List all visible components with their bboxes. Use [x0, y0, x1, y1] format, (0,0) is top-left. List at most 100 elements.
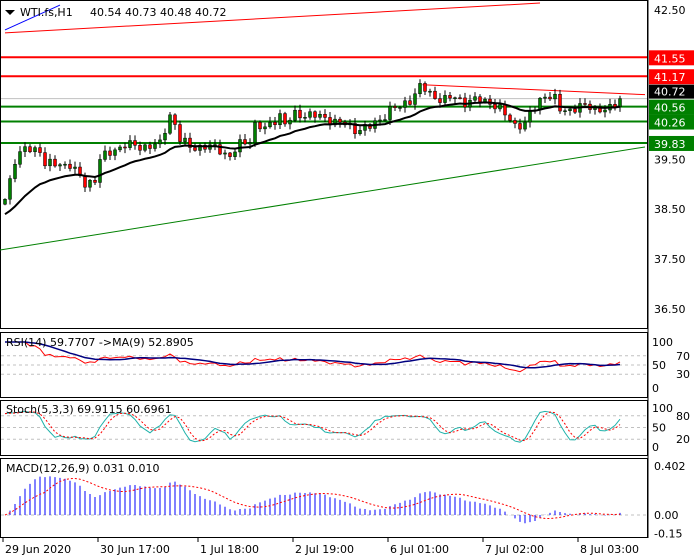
- candle-body: [103, 150, 107, 160]
- candle-body: [238, 139, 242, 153]
- candle-body: [268, 122, 272, 128]
- candle-body: [563, 110, 567, 112]
- time-tick-label: 7 Jul 02:00: [485, 543, 544, 556]
- candle-body: [28, 146, 32, 153]
- price-tick-label: 37.50: [654, 253, 686, 266]
- candle-body: [73, 166, 77, 169]
- upper-trendline: [4, 2, 541, 34]
- candle-body: [58, 164, 62, 167]
- candle-body: [418, 83, 422, 95]
- candle-body: [138, 145, 142, 151]
- candle-body: [278, 113, 282, 126]
- level-price-label: 41.17: [654, 71, 686, 84]
- candle-body: [38, 147, 42, 153]
- macd-panel-frame: [0, 458, 648, 538]
- bid-price-box: [649, 84, 694, 99]
- candle-body: [263, 126, 267, 130]
- rsi-panel[interactable]: RSI(14) 59.7707 ->MA(9) 52.8905: [0, 332, 648, 398]
- candle-body: [333, 118, 337, 126]
- rsi-panel-frame: [0, 332, 648, 398]
- level-price-box: [649, 69, 694, 85]
- candle-body: [353, 123, 357, 135]
- time-tick-label: 6 Jul 01:00: [390, 543, 449, 556]
- candle-body: [178, 124, 182, 142]
- candle-body: [518, 123, 522, 130]
- candle-body: [233, 151, 237, 157]
- candle-body: [303, 117, 307, 119]
- candle-body: [313, 111, 317, 118]
- candle-body: [288, 119, 292, 125]
- price-tick-label: 38.50: [654, 203, 686, 216]
- rsi-tick-label: 30: [676, 368, 690, 381]
- candle-body: [218, 144, 222, 155]
- candle-body: [463, 97, 467, 108]
- candle-body: [148, 144, 152, 149]
- stoch-tick-label: 0: [652, 441, 659, 454]
- candle-body: [123, 146, 127, 149]
- candle-body: [223, 152, 227, 155]
- candle-body: [108, 150, 112, 156]
- candle-body: [448, 95, 452, 99]
- rsi-tick-label: 50: [652, 359, 666, 372]
- triangle-down-icon[interactable]: [5, 10, 15, 15]
- candle-body: [323, 113, 327, 118]
- rsi-tick-label: 70: [676, 350, 690, 363]
- candle-body: [193, 147, 197, 151]
- stochastic-panel[interactable]: Stoch(5,3,3) 69.9115 60.6961: [0, 400, 648, 456]
- level-price-box: [649, 135, 694, 151]
- candle-body: [13, 164, 17, 179]
- symbol-label: WTI.fs,H1: [20, 6, 73, 19]
- level-price-box: [649, 114, 694, 130]
- candle-body: [508, 114, 512, 121]
- candle-body: [383, 119, 387, 121]
- candle-body: [118, 146, 122, 151]
- candle-body: [358, 130, 362, 135]
- candle-body: [188, 137, 192, 148]
- candle-body: [568, 108, 572, 111]
- candle-body: [543, 96, 547, 99]
- candle-body: [558, 93, 562, 112]
- blue-trendline: [4, 4, 61, 31]
- candle-body: [458, 97, 462, 99]
- candle-body: [273, 122, 277, 126]
- price-tick-label: 36.50: [654, 303, 686, 316]
- candle-body: [253, 122, 257, 144]
- candle-body: [538, 97, 542, 111]
- price-tick-label: 42.50: [654, 4, 686, 17]
- candle-body: [453, 97, 457, 99]
- candle-body: [548, 96, 552, 100]
- stoch-tick-label: 20: [676, 433, 690, 446]
- candle-body: [248, 142, 252, 145]
- level-price-label: 41.55: [654, 52, 686, 65]
- candle-body: [53, 158, 57, 167]
- candle-body: [478, 96, 482, 103]
- price-panel[interactable]: WTI.fs,H1 40.54 40.73 40.48 40.72: [0, 0, 648, 329]
- candle-body: [3, 198, 7, 205]
- candle-body: [553, 93, 557, 100]
- candle-body: [18, 151, 22, 165]
- candle-body: [23, 146, 27, 152]
- candle-body: [408, 100, 412, 105]
- candle-body: [163, 132, 167, 141]
- macd-panel[interactable]: MACD(12,26,9) 0.031 0.010: [0, 458, 648, 538]
- candle-body: [388, 106, 392, 120]
- time-tick-label: 30 Jun 17:00: [100, 543, 170, 556]
- candle-body: [433, 90, 437, 99]
- candle-body: [308, 111, 312, 118]
- time-tick-label: 8 Jul 03:00: [580, 543, 639, 556]
- macd-tick-label: 0.00: [654, 509, 679, 522]
- candle-body: [473, 96, 477, 101]
- candle-body: [423, 83, 427, 92]
- level-price-box: [649, 99, 694, 115]
- rsi-ma-line: [5, 341, 621, 369]
- candle-body: [183, 137, 187, 142]
- candle-body: [143, 144, 147, 151]
- candle-body: [498, 104, 502, 110]
- candle-body: [298, 109, 302, 119]
- candle-body: [158, 139, 162, 145]
- candle-body: [318, 113, 322, 118]
- stoch-main-line: [4, 410, 621, 443]
- level-price-label: 40.26: [654, 117, 686, 130]
- candle-body: [528, 110, 532, 123]
